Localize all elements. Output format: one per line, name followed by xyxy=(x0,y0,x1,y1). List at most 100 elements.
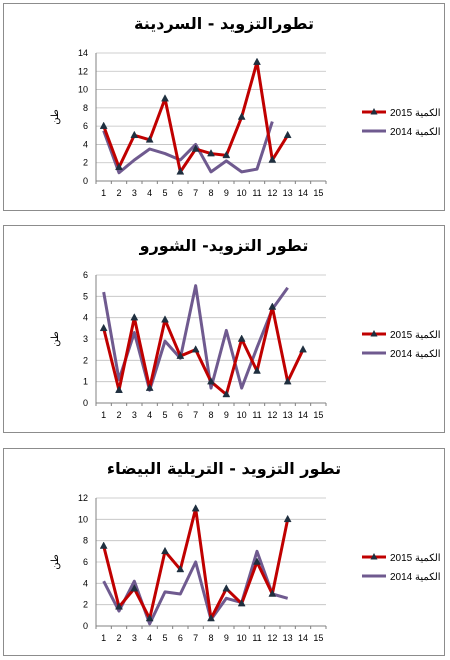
x-tick-label: 4 xyxy=(147,410,152,420)
data-point xyxy=(99,541,108,549)
x-tick-label: 11 xyxy=(252,188,261,198)
y-tick-label: 2 xyxy=(83,158,88,168)
legend-label: الكمية 2014 xyxy=(390,572,441,583)
data-point xyxy=(130,130,139,139)
x-tick-label: 5 xyxy=(162,188,167,198)
x-tick-label: 6 xyxy=(178,410,183,420)
data-point xyxy=(176,167,185,175)
data-point xyxy=(99,121,108,129)
data-point xyxy=(207,377,215,385)
data-point xyxy=(115,385,123,393)
x-tick-label: 15 xyxy=(313,188,323,198)
series-line xyxy=(102,121,274,175)
series-line xyxy=(102,284,289,392)
data-point xyxy=(176,351,185,359)
legend-label: الكمية 2015 xyxy=(390,330,441,341)
x-tick-label: 15 xyxy=(313,633,323,643)
x-tick-label: 9 xyxy=(224,633,229,643)
y-tick-label: 6 xyxy=(83,121,88,131)
data-point xyxy=(191,504,200,512)
data-point xyxy=(161,546,169,555)
data-point xyxy=(253,557,261,565)
data-point xyxy=(222,584,231,592)
x-tick-label: 1 xyxy=(101,410,106,420)
data-point xyxy=(283,377,292,385)
data-point xyxy=(161,315,169,323)
chart-panel-shoro: تطور التزويد- الشورو 0 1 2 3 4 5 6 1 2 3 4 5 6 7 8 9 10 11… xyxy=(3,225,445,433)
data-point xyxy=(145,383,154,391)
y-axis-label: طن xyxy=(50,331,61,347)
x-tick-label: 7 xyxy=(193,410,198,420)
y-tick-label: 0 xyxy=(83,621,88,631)
x-tick-label: 2 xyxy=(116,633,121,643)
data-point xyxy=(222,150,231,159)
x-tick-label: 12 xyxy=(267,188,277,198)
data-point xyxy=(130,584,139,592)
x-tick-label: 8 xyxy=(208,633,213,643)
data-point xyxy=(207,614,215,622)
x-tick-label: 1 xyxy=(101,188,106,198)
x-tick-label: 14 xyxy=(298,188,308,198)
data-point xyxy=(191,144,200,152)
legend-label: الكمية 2014 xyxy=(390,349,441,360)
y-axis-label: طن xyxy=(50,554,61,570)
y-tick-label: 6 xyxy=(83,557,88,567)
x-tick-label: 14 xyxy=(298,410,308,420)
legend-marker xyxy=(370,108,378,115)
data-point xyxy=(237,334,246,342)
data-point xyxy=(283,130,292,139)
data-point xyxy=(207,149,215,157)
x-tick-label: 13 xyxy=(283,410,293,420)
y-tick-label: 4 xyxy=(83,313,88,323)
y-tick-label: 2 xyxy=(83,355,88,365)
chart-title: تطورالتزويد - السردينة xyxy=(134,14,314,33)
x-tick-label: 5 xyxy=(162,410,167,420)
data-point xyxy=(283,514,292,523)
y-tick-label: 1 xyxy=(83,377,88,387)
y-tick-label: 0 xyxy=(83,398,88,408)
chart-title: تطور التزويد- الشورو xyxy=(139,236,309,255)
x-tick-label: 9 xyxy=(224,410,229,420)
x-tick-label: 14 xyxy=(298,633,308,643)
y-tick-label: 14 xyxy=(78,48,88,58)
x-tick-label: 3 xyxy=(132,410,137,420)
y-tick-label: 6 xyxy=(83,270,88,280)
y-tick-label: 12 xyxy=(78,493,88,503)
y-tick-label: 4 xyxy=(83,139,88,149)
y-tick-label: 0 xyxy=(83,176,88,186)
x-tick-label: 7 xyxy=(193,633,198,643)
y-axis-label: طن xyxy=(50,109,61,125)
x-tick-label: 3 xyxy=(132,633,137,643)
x-tick-label: 2 xyxy=(116,410,121,420)
x-tick-label: 5 xyxy=(162,633,167,643)
legend-label: الكمية 2015 xyxy=(390,553,441,564)
x-tick-label: 1 xyxy=(101,633,106,643)
x-tick-label: 11 xyxy=(252,633,261,643)
series-line xyxy=(102,305,305,396)
data-point xyxy=(99,323,108,332)
y-tick-label: 2 xyxy=(83,600,88,610)
data-point xyxy=(115,602,123,610)
x-tick-label: 4 xyxy=(147,633,152,643)
x-tick-label: 9 xyxy=(224,188,229,198)
legend-label: الكمية 2014 xyxy=(390,127,441,138)
data-point xyxy=(237,112,246,120)
data-point xyxy=(253,366,261,374)
data-point xyxy=(222,389,231,398)
x-tick-label: 10 xyxy=(237,633,247,643)
chart-white-trilia: تطور التزويد - التريلية البيضاء024681012… xyxy=(50,459,441,643)
data-point xyxy=(237,599,246,607)
x-tick-label: 12 xyxy=(267,633,277,643)
data-point xyxy=(191,345,200,353)
data-point xyxy=(176,564,185,573)
chart-panel-sardine: تطورالتزويد - السردينة 0 2 4 6 8 10 12 14 1 2 3 4 5 6 7… xyxy=(3,3,445,211)
data-point xyxy=(268,302,277,310)
legend-marker xyxy=(370,553,378,560)
x-tick-label: 7 xyxy=(193,188,198,198)
data-point xyxy=(130,313,139,321)
x-tick-label: 8 xyxy=(208,410,213,420)
legend-label: الكمية 2015 xyxy=(390,108,441,119)
legend-marker xyxy=(370,330,378,337)
y-tick-label: 5 xyxy=(83,291,88,301)
